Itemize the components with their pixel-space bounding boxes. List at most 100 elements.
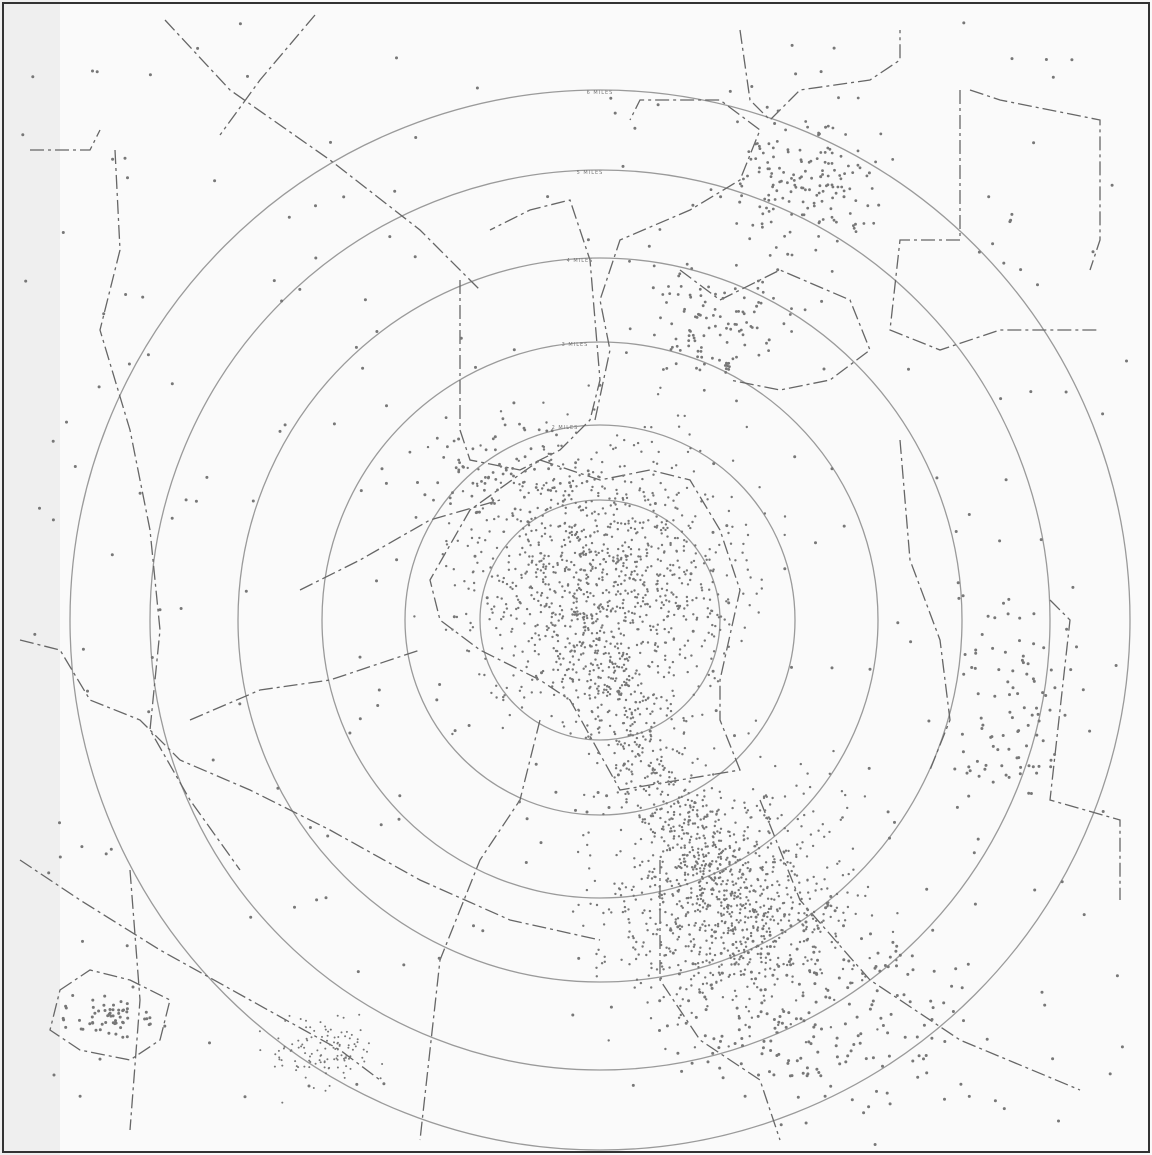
dot <box>743 949 745 951</box>
dot <box>1010 213 1013 216</box>
dot <box>868 767 871 770</box>
dot <box>794 873 796 875</box>
dot <box>692 630 695 633</box>
dot <box>678 972 681 975</box>
dot <box>790 943 792 945</box>
dot <box>714 677 716 679</box>
dot <box>1065 391 1068 394</box>
dot <box>747 852 749 854</box>
dot <box>530 594 532 596</box>
dot <box>968 1095 971 1098</box>
dot <box>747 951 750 954</box>
dot <box>931 1018 934 1021</box>
dot <box>827 125 830 128</box>
dot <box>847 906 849 908</box>
dot <box>620 583 622 585</box>
dot <box>355 1083 358 1086</box>
dot <box>457 459 460 462</box>
dot <box>381 1063 383 1065</box>
dot <box>803 1019 806 1022</box>
dot <box>765 922 767 924</box>
dot <box>690 836 692 838</box>
dot <box>622 165 625 168</box>
dot <box>812 946 814 948</box>
dot <box>569 732 571 734</box>
dot <box>634 701 636 703</box>
dot <box>597 530 599 532</box>
dot <box>717 925 719 927</box>
dot <box>641 878 643 880</box>
dot <box>740 1037 743 1040</box>
dot <box>822 218 825 221</box>
dot <box>798 882 800 884</box>
dot <box>590 458 592 460</box>
dot <box>605 561 607 563</box>
dot <box>616 554 618 556</box>
dot <box>357 1038 359 1040</box>
dot <box>717 1046 720 1049</box>
dot <box>714 293 717 296</box>
dot <box>692 334 695 337</box>
dot <box>376 704 379 707</box>
dot <box>591 645 593 647</box>
dot <box>661 897 663 899</box>
dot <box>531 560 533 562</box>
dot <box>640 451 642 453</box>
dot <box>691 866 693 868</box>
dot <box>656 928 658 930</box>
dot <box>701 645 703 647</box>
dot <box>1009 219 1012 222</box>
dot <box>604 487 606 489</box>
dot <box>568 642 570 644</box>
dot <box>1022 655 1025 658</box>
dot <box>598 476 600 478</box>
dot <box>641 527 643 529</box>
dot <box>954 967 957 970</box>
dot <box>626 678 628 680</box>
dot <box>655 629 657 631</box>
dot <box>308 1085 311 1088</box>
dot <box>623 634 625 636</box>
dot <box>594 683 596 685</box>
dot <box>761 893 763 895</box>
dot <box>796 1059 799 1062</box>
dot <box>571 534 573 536</box>
dot <box>540 569 542 571</box>
dot <box>687 583 689 585</box>
dot <box>630 553 632 555</box>
dot <box>598 639 600 641</box>
dot <box>627 760 629 762</box>
dot <box>541 487 543 489</box>
dot <box>763 935 765 937</box>
dot <box>710 569 712 571</box>
dot <box>585 507 587 509</box>
dot <box>423 493 426 496</box>
dot <box>609 656 611 658</box>
dot <box>864 975 866 977</box>
dot <box>571 526 573 528</box>
dot <box>598 578 600 580</box>
dot <box>724 371 727 374</box>
dot <box>819 151 822 154</box>
dot <box>357 970 360 973</box>
dot <box>672 932 674 934</box>
dot <box>518 460 520 462</box>
dot <box>719 195 722 198</box>
dot <box>686 600 688 602</box>
dot <box>739 182 742 185</box>
dot <box>724 848 726 850</box>
dot <box>1002 262 1005 265</box>
dot <box>634 741 636 743</box>
dot <box>649 606 651 608</box>
dot <box>568 526 570 528</box>
dot <box>630 771 632 773</box>
dot <box>587 469 590 472</box>
dot <box>842 968 844 970</box>
dot <box>896 912 898 914</box>
dot <box>732 357 735 360</box>
dot <box>922 1057 925 1060</box>
dot <box>274 1066 276 1068</box>
dot <box>535 486 538 489</box>
dot <box>668 776 670 778</box>
dot <box>783 862 785 864</box>
